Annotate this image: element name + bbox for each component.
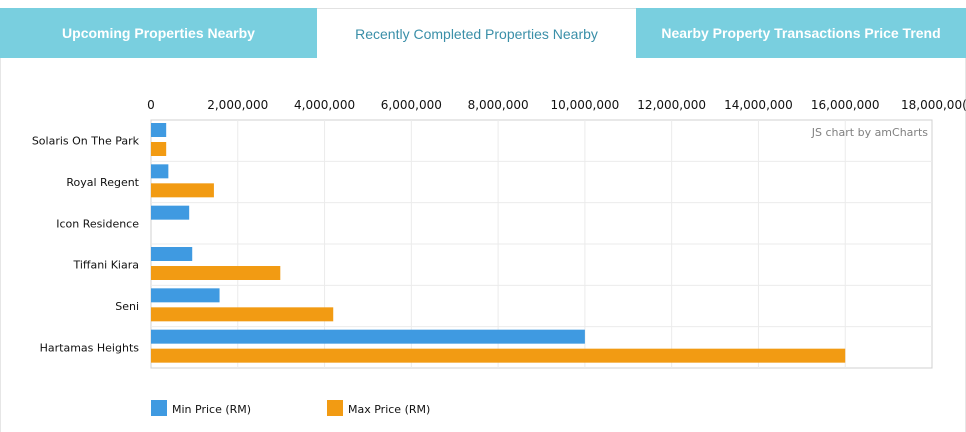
y-category-label: Royal Regent	[66, 176, 139, 189]
x-axis: 0 2,000,000 4,000,000 6,000,000 8,000,000 10,…	[147, 98, 966, 112]
bars	[151, 123, 846, 363]
legend-label-max[interactable]: Max Price (RM)	[348, 403, 430, 416]
legend-label-min[interactable]: Min Price (RM)	[172, 403, 251, 416]
y-category-label: Seni	[115, 300, 139, 313]
x-tick-label: 4,000,000	[294, 98, 355, 112]
bar-max-price[interactable]	[151, 142, 167, 156]
x-tick-label: 14,000,000	[724, 98, 793, 112]
x-tick-label: 18,000,00(	[901, 98, 966, 112]
x-tick-label: 16,000,000	[811, 98, 880, 112]
chart-credit[interactable]: JS chart by amCharts	[811, 126, 928, 139]
x-tick-label: 8,000,000	[468, 98, 529, 112]
legend-marker-min[interactable]	[151, 400, 167, 416]
bar-min-price[interactable]	[151, 329, 585, 344]
bar-max-price[interactable]	[151, 183, 214, 198]
bar-min-price[interactable]	[151, 205, 190, 220]
y-category-label: Solaris On The Park	[32, 135, 140, 148]
x-tick-label: 12,000,000	[637, 98, 706, 112]
bar-max-price[interactable]	[151, 266, 281, 280]
y-category-label: Icon Residence	[56, 217, 139, 230]
bar-min-price[interactable]	[151, 164, 169, 179]
bar-min-price[interactable]	[151, 288, 220, 303]
x-tick-label: 6,000,000	[381, 98, 442, 112]
tab-upcoming-properties[interactable]: Upcoming Properties Nearby	[0, 8, 317, 58]
y-category-label: Hartamas Heights	[40, 341, 140, 354]
x-tick-label: 0	[147, 98, 155, 112]
tab-price-trend[interactable]: Nearby Property Transactions Price Trend	[636, 8, 966, 58]
bar-min-price[interactable]	[151, 123, 167, 137]
bar-max-price[interactable]	[151, 348, 846, 363]
x-tick-label: 10,000,000	[551, 98, 620, 112]
panel-border-left	[0, 58, 1, 432]
tab-bar: Upcoming Properties Nearby Recently Comp…	[0, 8, 966, 58]
bar-min-price[interactable]	[151, 247, 193, 261]
y-axis: Solaris On The Park Royal Regent Icon Resi…	[32, 135, 140, 355]
y-category-label: Tiffani Kiara	[72, 259, 139, 272]
bar-max-price[interactable]	[151, 307, 334, 322]
legend: Min Price (RM) Max Price (RM)	[151, 400, 430, 416]
category-separators	[151, 160, 932, 328]
bar-chart: 0 2,000,000 4,000,000 6,000,000 8,000,000 10,…	[32, 98, 966, 416]
legend-marker-max[interactable]	[327, 400, 343, 416]
tab-recently-completed-properties[interactable]: Recently Completed Properties Nearby	[317, 8, 636, 58]
x-tick-label: 2,000,000	[207, 98, 268, 112]
